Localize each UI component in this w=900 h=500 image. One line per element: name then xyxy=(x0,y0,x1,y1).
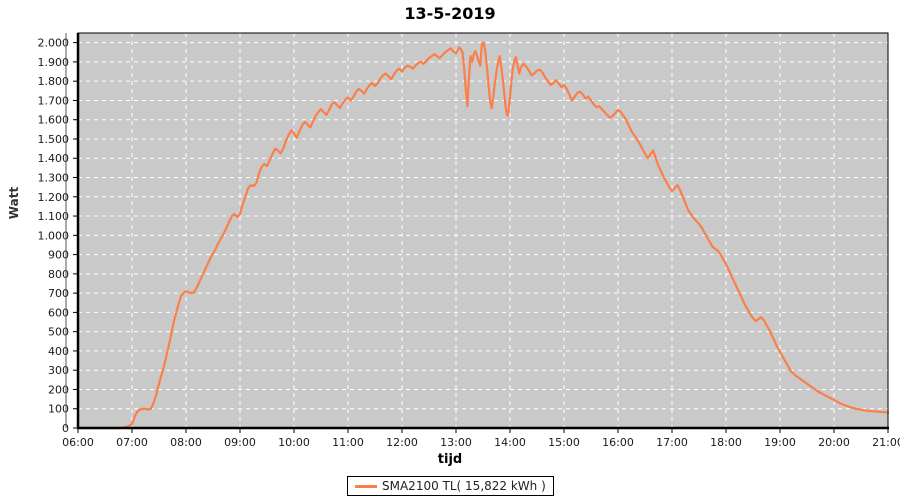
y-tick-label: 1.500 xyxy=(38,133,70,146)
y-axis-ticks-group: 0 100 200 300 400 500 600 700 800 900 1.000 1.100 1.… xyxy=(38,37,78,435)
chart-title: 13-5-2019 xyxy=(404,4,496,23)
y-tick-label: 400 xyxy=(48,345,69,358)
y-tick-label: 1.400 xyxy=(38,152,70,165)
x-tick-label: 15:00 xyxy=(548,436,580,449)
x-tick-label: 17:00 xyxy=(656,436,688,449)
y-tick-label: 100 xyxy=(48,403,69,416)
y-tick-label: 1.300 xyxy=(38,172,70,185)
legend-color-swatch xyxy=(355,484,377,488)
plot-area-background xyxy=(78,33,888,428)
x-tick-label: 20:00 xyxy=(818,436,850,449)
plot-frame-group xyxy=(65,32,889,430)
x-axis-ticks-group: 06:00 07:00 08:00 09:00 10:00 11:00 12:00 13:00… xyxy=(62,428,900,449)
x-tick-label: 13:00 xyxy=(440,436,472,449)
y-tick-label: 0 xyxy=(62,422,69,435)
x-tick-label: 10:00 xyxy=(278,436,310,449)
y-tick-label: 1.700 xyxy=(38,94,70,107)
y-tick-label: 1.600 xyxy=(38,114,70,127)
y-tick-label: 1.200 xyxy=(38,191,70,204)
x-tick-label: 07:00 xyxy=(116,436,148,449)
y-tick-label: 700 xyxy=(48,287,69,300)
data-series-line xyxy=(76,41,890,430)
y-tick-label: 2.000 xyxy=(38,37,70,50)
x-tick-label: 18:00 xyxy=(710,436,742,449)
y-tick-label: 500 xyxy=(48,326,69,339)
y-tick-label: 1.000 xyxy=(38,229,70,242)
chart-legend: SMA2100 TL( 15,822 kWh ) xyxy=(347,476,554,496)
y-tick-label: 1.100 xyxy=(38,210,70,223)
y-tick-label: 200 xyxy=(48,383,69,396)
x-axis-label: tijd xyxy=(437,452,463,467)
x-tick-label: 09:00 xyxy=(224,436,256,449)
y-tick-label: 900 xyxy=(48,249,69,262)
x-tick-label: 08:00 xyxy=(170,436,202,449)
x-tick-label: 19:00 xyxy=(764,436,796,449)
y-tick-label: 800 xyxy=(48,268,69,281)
plot-background-group xyxy=(78,33,888,428)
data-series-group xyxy=(76,41,890,430)
x-tick-label: 21:00 xyxy=(872,436,900,449)
y-tick-label: 1.800 xyxy=(38,75,70,88)
legend-entry-label: SMA2100 TL( 15,822 kWh ) xyxy=(382,479,546,493)
y-tick-label: 1.900 xyxy=(38,56,70,69)
x-tick-label: 14:00 xyxy=(494,436,526,449)
x-tick-label: 06:00 xyxy=(62,436,94,449)
x-tick-label: 11:00 xyxy=(332,436,364,449)
x-tick-label: 16:00 xyxy=(602,436,634,449)
x-tick-label: 12:00 xyxy=(386,436,418,449)
y-tick-label: 600 xyxy=(48,306,69,319)
y-tick-label: 300 xyxy=(48,364,69,377)
